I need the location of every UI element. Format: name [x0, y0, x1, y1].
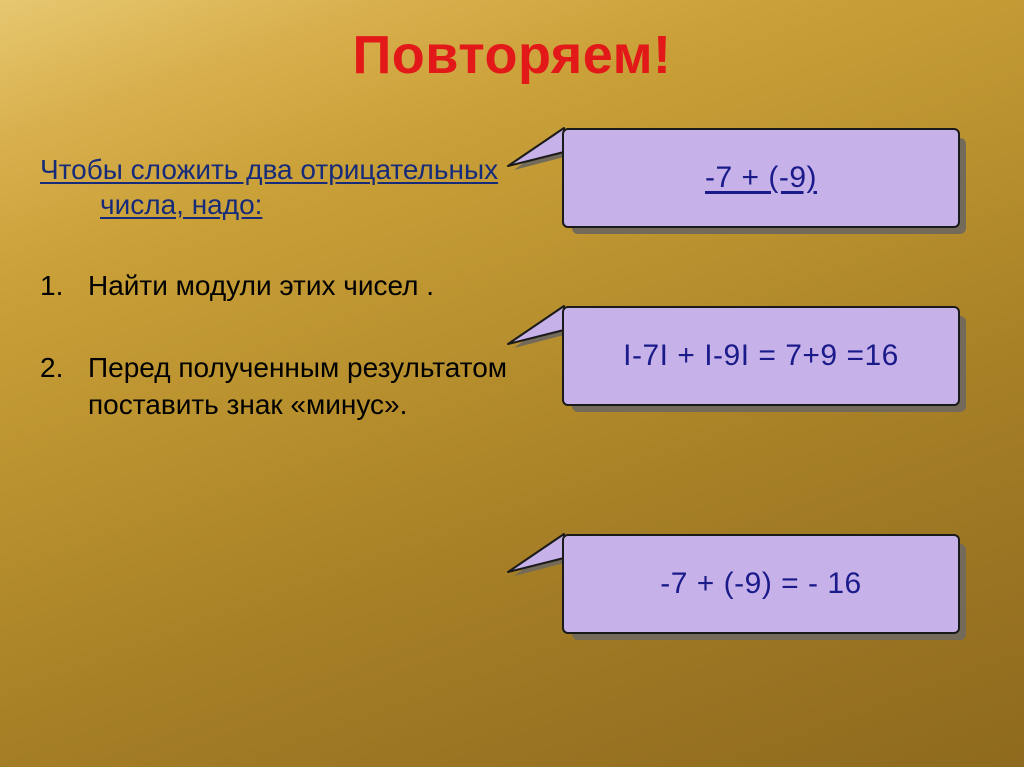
callout-text: -7 + (-9) = - 16: [562, 534, 960, 634]
callout-box: -7 + (-9): [562, 128, 960, 228]
list-text: Перед полученным результатом поставить з…: [88, 350, 510, 423]
callout-tail: [508, 534, 568, 578]
list-number: 2.: [40, 350, 88, 423]
callout-box: -7 + (-9) = - 16: [562, 534, 960, 634]
page-title: Повторяем!: [0, 24, 1024, 86]
list-item: 1. Найти модули этих чисел .: [40, 268, 510, 304]
callout-tail: [508, 128, 568, 172]
callout-text: -7 + (-9): [562, 128, 960, 228]
list-text: Найти модули этих чисел .: [88, 268, 510, 304]
list-number: 1.: [40, 268, 88, 304]
callout-box: I-7I + I-9I = 7+9 =16: [562, 306, 960, 406]
callout-text: I-7I + I-9I = 7+9 =16: [562, 306, 960, 406]
callout-tail: [508, 306, 568, 350]
intro-text: Чтобы сложить два отрицательных числа, н…: [40, 152, 510, 222]
list-item: 2. Перед полученным результатом поставит…: [40, 350, 510, 423]
left-column: Чтобы сложить два отрицательных числа, н…: [40, 152, 510, 469]
